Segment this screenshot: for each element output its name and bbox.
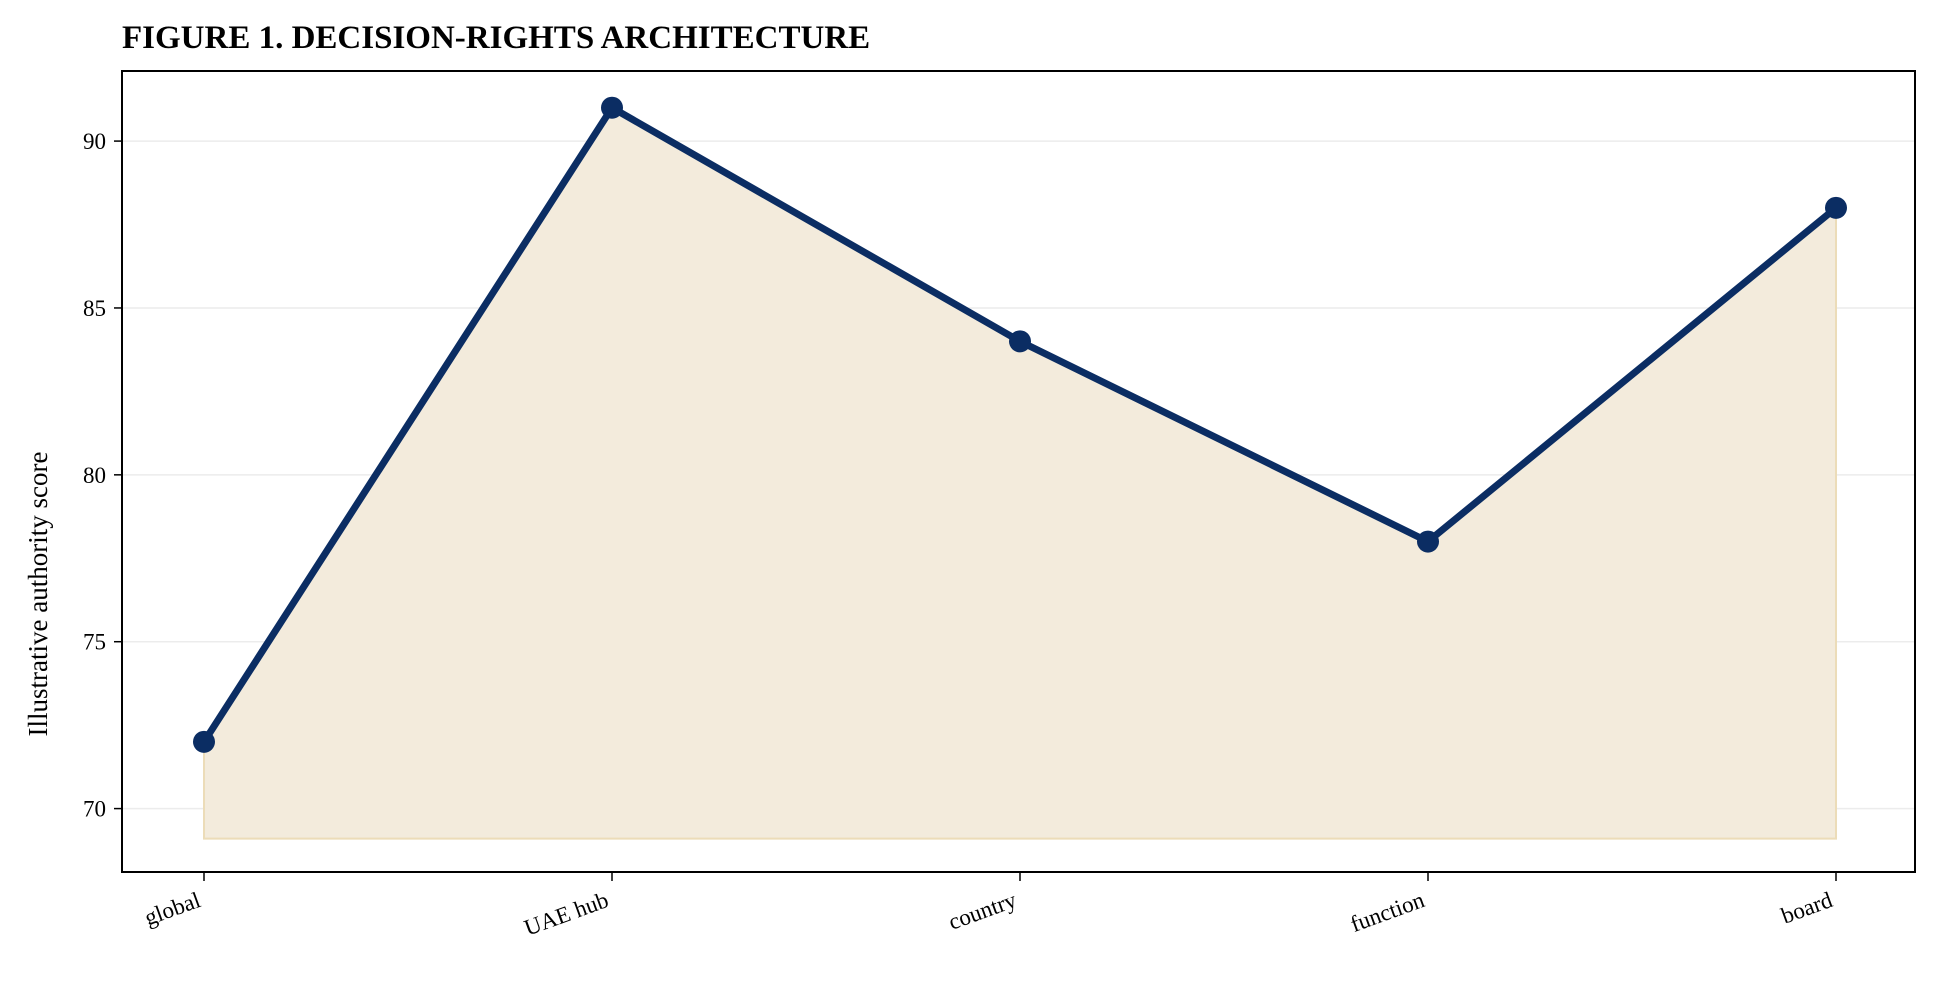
data-point-uae-hub [601, 96, 623, 119]
x-tick-label-global: global [141, 887, 204, 930]
chart-title: FIGURE 1. DECISION-RIGHTS ARCHITECTURE [122, 20, 870, 56]
y-axis-label: Illustrative authority score [23, 452, 53, 737]
y-tick-label-75: 75 [83, 630, 106, 655]
y-tick-label-85: 85 [83, 296, 106, 321]
data-point-board [1825, 196, 1847, 219]
x-tick-label-function: function [1347, 887, 1428, 937]
plot-frame [121, 70, 1916, 873]
y-tick-label-70: 70 [83, 797, 106, 822]
y-tick-label-90: 90 [83, 129, 106, 154]
x-axis-ticks: global UAE hub country function board [141, 872, 1837, 941]
data-points [193, 96, 1847, 753]
area-fill-layer [203, 106, 1837, 840]
data-point-function [1417, 530, 1439, 553]
area-fill [203, 106, 1837, 840]
data-point-country [1009, 330, 1031, 353]
data-point-global [193, 730, 215, 753]
x-tick-label-country: country [945, 887, 1020, 935]
x-tick-label-board: board [1778, 887, 1836, 929]
x-tick-label-uae-hub: UAE hub [521, 887, 612, 940]
y-axis-ticks: 70 75 80 85 90 [83, 129, 122, 822]
y-tick-label-80: 80 [83, 463, 106, 488]
